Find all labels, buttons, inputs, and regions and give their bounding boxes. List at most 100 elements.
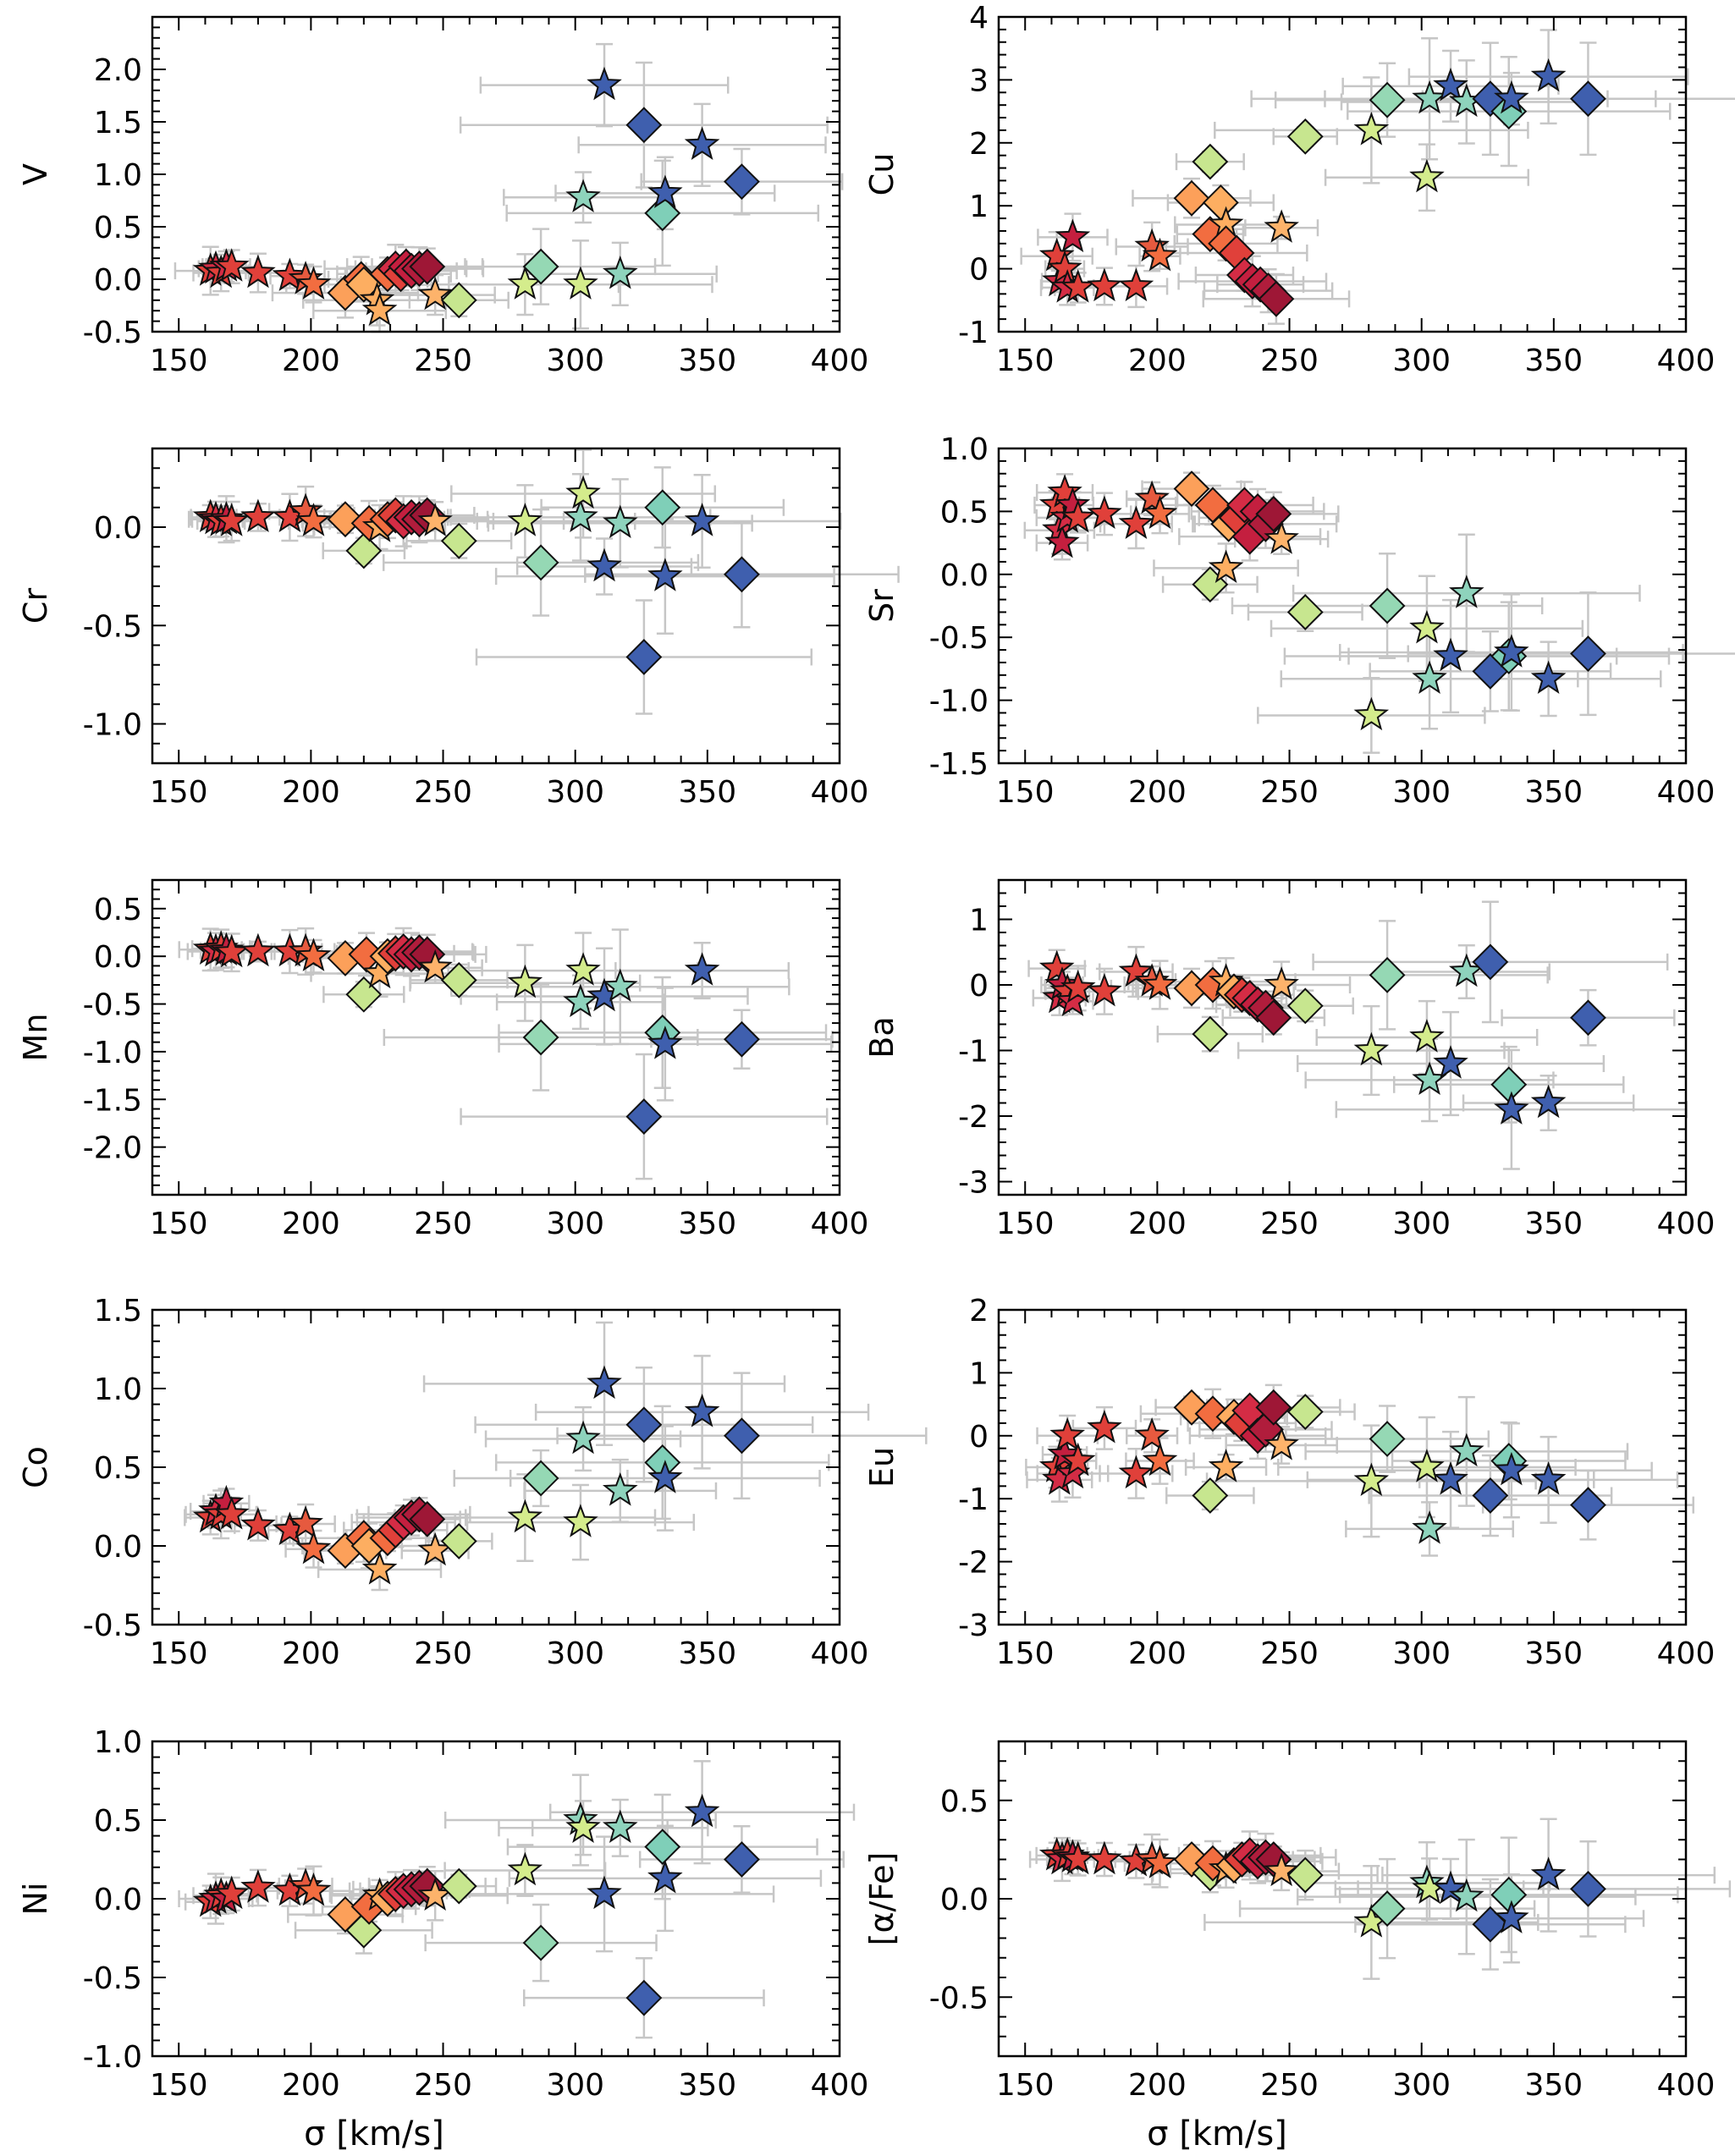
x-tick-label: 250 xyxy=(414,2068,472,2103)
diamond-marker xyxy=(724,1020,760,1058)
x-tick-label: 150 xyxy=(150,1207,208,1241)
diamond-marker xyxy=(625,1098,663,1135)
star-marker xyxy=(1134,480,1170,514)
y-tick-label: -2.0 xyxy=(83,1131,142,1166)
x-tick-label: 400 xyxy=(811,775,869,810)
star-marker xyxy=(1494,634,1529,668)
star-marker xyxy=(1208,549,1244,584)
diamond-marker xyxy=(522,1460,559,1497)
diamond-marker xyxy=(1570,1487,1606,1524)
x-tick-label: 400 xyxy=(1657,344,1716,378)
x-tick-label: 150 xyxy=(150,775,208,810)
diamond-marker xyxy=(409,1500,446,1537)
y-axis-label-Eu: Eu xyxy=(863,1447,901,1488)
y-tick-label: 0.5 xyxy=(940,1785,989,1819)
markers-Co xyxy=(192,1365,760,1585)
y-tick-label: 1 xyxy=(969,1356,989,1391)
x-tick-label: 250 xyxy=(1260,1636,1319,1671)
diamond-marker xyxy=(440,1867,477,1905)
star-marker xyxy=(417,949,453,983)
diamond-marker xyxy=(522,544,559,581)
x-tick-label: 200 xyxy=(282,775,340,810)
star-marker xyxy=(1038,949,1075,984)
y-tick-label: 0.5 xyxy=(94,1804,142,1839)
diamond-marker xyxy=(440,961,477,998)
star-marker xyxy=(1087,1410,1122,1444)
y-tick-label: -1.5 xyxy=(83,1083,142,1118)
y-axis-label-alpha: [α/Fe] xyxy=(863,1852,901,1946)
x-tick-label: 300 xyxy=(1392,775,1451,810)
x-tick-label: 250 xyxy=(414,1207,472,1241)
star-marker xyxy=(1353,696,1390,731)
y-tick-label: -1 xyxy=(958,316,989,350)
y-tick-label: -1.0 xyxy=(929,685,989,719)
x-tick-label: 200 xyxy=(1128,1636,1187,1671)
star-marker xyxy=(240,254,276,289)
y-tick-label: 0.5 xyxy=(94,1451,142,1486)
y-tick-label: 0.0 xyxy=(940,1883,989,1917)
x-tick-label: 350 xyxy=(1524,775,1583,810)
star-marker xyxy=(1060,1442,1096,1477)
star-marker xyxy=(647,558,683,591)
star-marker xyxy=(602,968,638,1002)
star-marker xyxy=(647,1026,683,1059)
diamond-marker xyxy=(1173,470,1210,508)
x-tick-label: 400 xyxy=(1657,1636,1716,1671)
diamond-marker xyxy=(1369,1421,1406,1457)
star-marker xyxy=(1087,267,1122,302)
x-tick-label: 200 xyxy=(282,2068,340,2103)
x-tick-label: 300 xyxy=(546,775,604,810)
star-marker xyxy=(213,1495,250,1530)
x-tick-label: 350 xyxy=(1524,344,1583,378)
y-tick-label: 2 xyxy=(969,127,989,162)
star-marker xyxy=(1409,1019,1445,1053)
x-tick-label: 300 xyxy=(1392,1636,1451,1671)
star-marker xyxy=(1264,1427,1299,1460)
star-marker xyxy=(213,503,250,536)
star-marker xyxy=(295,938,332,971)
diamond-marker xyxy=(625,1979,663,2016)
star-marker xyxy=(1087,1840,1122,1875)
x-tick-label: 200 xyxy=(1128,775,1187,810)
star-marker xyxy=(213,1875,250,1910)
diamond-marker xyxy=(1369,587,1406,624)
star-marker xyxy=(1264,1852,1299,1887)
star-marker xyxy=(1049,1416,1086,1451)
x-axis-label-right: σ [km/s] xyxy=(1147,2115,1287,2153)
x-tick-label: 150 xyxy=(150,344,208,378)
diamond-marker xyxy=(345,532,383,569)
diamond-marker xyxy=(1286,118,1324,155)
star-marker xyxy=(684,503,720,536)
y-tick-label: 4 xyxy=(969,1,989,36)
markers-Ni xyxy=(192,1793,760,2016)
diamond-marker xyxy=(1286,1394,1324,1430)
x-tick-label: 150 xyxy=(996,2068,1055,2103)
star-marker xyxy=(563,1504,598,1537)
y-tick-label: 1.0 xyxy=(940,432,989,467)
diamond-marker xyxy=(625,639,663,675)
x-tick-label: 300 xyxy=(546,344,604,378)
y-tick-label: 1.0 xyxy=(94,1372,142,1407)
star-marker xyxy=(1530,58,1567,92)
x-tick-label: 400 xyxy=(811,2068,869,2103)
diamond-marker xyxy=(1490,1066,1528,1103)
x-tick-label: 300 xyxy=(1392,344,1451,378)
x-tick-label: 350 xyxy=(678,344,736,378)
y-axis-label-V: V xyxy=(17,163,54,185)
y-tick-label: -3 xyxy=(958,1609,989,1643)
y-tick-label: 0 xyxy=(969,1420,989,1455)
star-marker xyxy=(587,1875,622,1910)
star-marker xyxy=(1118,267,1154,302)
y-tick-label: -1 xyxy=(958,1035,989,1070)
star-marker xyxy=(1433,1461,1468,1495)
markers-Ba xyxy=(1038,943,1606,1125)
diamond-marker xyxy=(522,248,559,285)
star-marker xyxy=(295,1530,332,1565)
x-tick-label: 150 xyxy=(996,775,1055,810)
star-marker xyxy=(587,1365,622,1400)
y-tick-label: -0.5 xyxy=(83,988,142,1023)
y-axis-label-Cu: Cu xyxy=(863,153,901,196)
star-marker xyxy=(1530,660,1567,695)
y-axis-label-Ni: Ni xyxy=(17,1883,54,1916)
y-axis-label-Cr: Cr xyxy=(17,588,54,624)
